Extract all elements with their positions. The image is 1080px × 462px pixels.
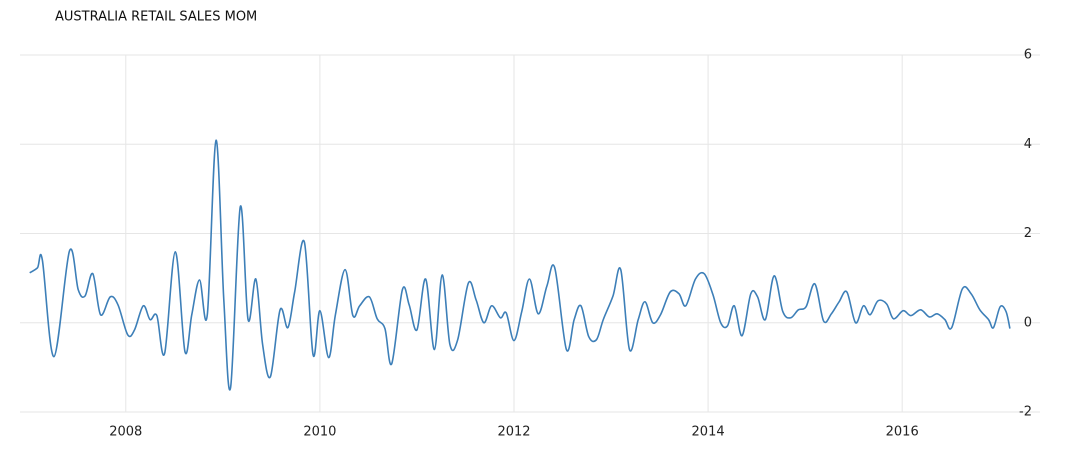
x-tick-label: 2014 <box>692 425 725 440</box>
y-tick-label: -2 <box>1019 405 1032 420</box>
x-tick-label: 2008 <box>109 425 142 440</box>
x-tick-label: 2012 <box>497 425 530 440</box>
y-tick-label: 4 <box>1024 137 1032 152</box>
x-tick-label: 2010 <box>303 425 336 440</box>
y-tick-label: 0 <box>1024 315 1032 330</box>
x-tick-label: 2016 <box>886 425 919 440</box>
y-tick-label: 2 <box>1024 226 1032 241</box>
chart-title: AUSTRALIA RETAIL SALES MOM <box>55 10 257 25</box>
y-tick-label: 6 <box>1024 48 1032 63</box>
data-line <box>29 139 1011 391</box>
